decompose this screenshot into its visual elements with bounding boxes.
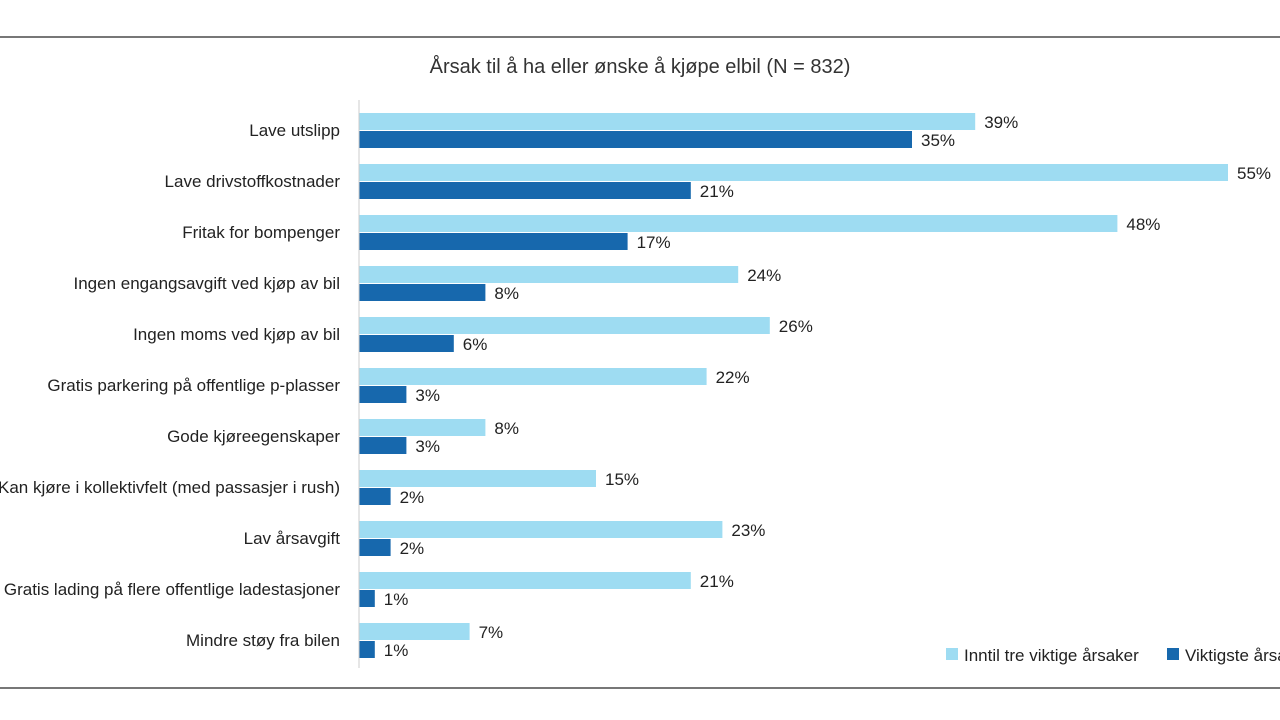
data-label: 22% bbox=[716, 368, 750, 387]
bar-viktigste bbox=[359, 641, 375, 658]
bar-viktigste bbox=[359, 233, 628, 250]
data-label: 8% bbox=[494, 284, 519, 303]
category-label: Gode kjøreegenskaper bbox=[167, 427, 340, 446]
category-label: Lav årsavgift bbox=[244, 529, 341, 548]
data-label: 48% bbox=[1126, 215, 1160, 234]
legend-label: Inntil tre viktige årsaker bbox=[964, 646, 1139, 665]
category-label: Kan kjøre i kollektivfelt (med passasjer… bbox=[0, 478, 340, 497]
data-label: 1% bbox=[384, 641, 409, 660]
top-border bbox=[0, 36, 1280, 38]
category-label: Fritak for bompenger bbox=[182, 223, 340, 242]
data-label: 3% bbox=[415, 437, 440, 456]
data-label: 8% bbox=[494, 419, 519, 438]
data-label: 24% bbox=[747, 266, 781, 285]
bar-inntil-tre bbox=[359, 419, 486, 436]
legend-label: Viktigste årsak bbox=[1185, 646, 1280, 665]
bottom-border bbox=[0, 687, 1280, 689]
legend-swatch bbox=[946, 648, 958, 660]
data-label: 2% bbox=[400, 539, 425, 558]
data-label: 6% bbox=[463, 335, 488, 354]
data-label: 1% bbox=[384, 590, 409, 609]
category-label: Lave utslipp bbox=[249, 121, 340, 140]
bar-inntil-tre bbox=[359, 317, 770, 334]
category-label: Lave drivstoffkostnader bbox=[165, 172, 341, 191]
bar-inntil-tre bbox=[359, 266, 739, 283]
chart-title: Årsak til å ha eller ønske å kjøpe elbil… bbox=[429, 56, 851, 78]
bar-inntil-tre bbox=[359, 215, 1118, 232]
bar-viktigste bbox=[359, 182, 691, 199]
data-label: 3% bbox=[415, 386, 440, 405]
data-label: 17% bbox=[637, 233, 671, 252]
bar-inntil-tre bbox=[359, 368, 707, 385]
bar-inntil-tre bbox=[359, 572, 691, 589]
category-label: Ingen moms ved kjøp av bil bbox=[133, 325, 340, 344]
category-label: Gratis lading på flere offentlige ladest… bbox=[4, 580, 340, 599]
bar-inntil-tre bbox=[359, 521, 723, 538]
category-label: Gratis parkering på offentlige p-plasser bbox=[47, 376, 340, 395]
category-label: Ingen engangsavgift ved kjøp av bil bbox=[73, 274, 340, 293]
data-label: 2% bbox=[400, 488, 425, 507]
bar-viktigste bbox=[359, 335, 454, 352]
data-label: 35% bbox=[921, 131, 955, 150]
bar-inntil-tre bbox=[359, 623, 470, 640]
data-label: 39% bbox=[984, 113, 1018, 132]
data-label: 7% bbox=[479, 623, 504, 642]
bar-inntil-tre bbox=[359, 470, 596, 487]
bar-viktigste bbox=[359, 386, 407, 403]
data-label: 23% bbox=[731, 521, 765, 540]
bar-viktigste bbox=[359, 539, 391, 556]
data-label: 21% bbox=[700, 182, 734, 201]
bar-inntil-tre bbox=[359, 164, 1228, 181]
bar-viktigste bbox=[359, 488, 391, 505]
bar-viktigste bbox=[359, 437, 407, 454]
bar-viktigste bbox=[359, 284, 486, 301]
bar-viktigste bbox=[359, 131, 912, 148]
bar-viktigste bbox=[359, 590, 375, 607]
category-label: Mindre støy fra bilen bbox=[186, 631, 340, 650]
data-label: 15% bbox=[605, 470, 639, 489]
legend-swatch bbox=[1167, 648, 1179, 660]
data-label: 21% bbox=[700, 572, 734, 591]
data-label: 26% bbox=[779, 317, 813, 336]
data-label: 55% bbox=[1237, 164, 1271, 183]
bar-inntil-tre bbox=[359, 113, 976, 130]
